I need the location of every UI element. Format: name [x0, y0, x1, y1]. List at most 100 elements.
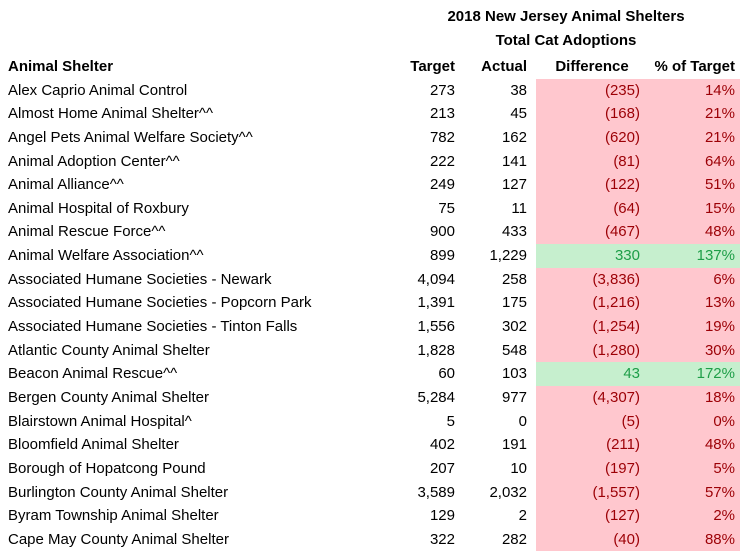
header-target: Target [410, 58, 455, 75]
target-cell: 273 [429, 81, 455, 99]
difference-cell: (168) [536, 102, 645, 126]
difference-cell: 330 [536, 244, 645, 268]
difference-cell: (122) [536, 173, 645, 197]
target-cell: 249 [429, 176, 455, 194]
actual-cell: 282 [501, 530, 527, 548]
table-row: Angel Pets Animal Welfare Society^^ 782 16… [0, 125, 746, 150]
actual-cell: 103 [501, 365, 527, 383]
target-cell: 3,589 [417, 483, 455, 501]
shelter-name: Angel Pets Animal Welfare Society^^ [8, 128, 253, 146]
table-row: Beacon Animal Rescue^^ 60 103 43 172% [0, 362, 746, 386]
table-row: Associated Humane Societies - Newark 4,09… [0, 267, 746, 292]
actual-cell: 191 [501, 436, 527, 454]
target-cell: 402 [429, 436, 455, 454]
difference-cell: (40) [536, 527, 645, 552]
difference-cell: (1,216) [536, 291, 645, 316]
target-cell: 322 [429, 530, 455, 548]
shelter-name: Associated Humane Societies - Newark [8, 270, 272, 288]
target-cell: 4,094 [417, 270, 455, 288]
shelter-name: Associated Humane Societies - Popcorn Pa… [8, 294, 312, 312]
table-row: Animal Hospital of Roxbury 75 11 (64) 15% [0, 196, 746, 221]
pct-of-target-cell: 19% [645, 315, 740, 339]
table-row: Borough of Hopatcong Pound 207 10 (197) 5% [0, 456, 746, 481]
shelter-table: Animal Shelter Target Actual Difference … [0, 55, 746, 552]
actual-cell: 38 [510, 81, 527, 99]
target-cell: 782 [429, 128, 455, 146]
target-cell: 5 [446, 412, 455, 430]
header-pct-of-target: % of Target [654, 58, 735, 75]
difference-cell: (4,307) [536, 385, 645, 410]
difference-cell: (197) [536, 456, 645, 481]
actual-cell: 162 [501, 128, 527, 146]
actual-cell: 548 [501, 341, 527, 359]
target-cell: 1,391 [417, 294, 455, 312]
difference-cell: (1,557) [536, 480, 645, 505]
shelter-name: Animal Welfare Association^^ [8, 247, 204, 265]
difference-cell: (1,280) [536, 338, 645, 363]
difference-cell: (127) [536, 504, 645, 528]
difference-cell: (5) [536, 409, 645, 434]
table-row: Atlantic County Animal Shelter 1,828 548 (1… [0, 338, 746, 363]
difference-cell: (235) [536, 78, 645, 103]
shelter-name: Cape May County Animal Shelter [8, 530, 229, 548]
actual-cell: 0 [518, 412, 527, 430]
pct-of-target-cell: 30% [645, 338, 740, 363]
actual-cell: 2 [518, 507, 527, 525]
shelter-name: Bergen County Animal Shelter [8, 388, 209, 406]
actual-cell: 1,229 [489, 247, 527, 265]
pct-of-target-cell: 13% [645, 291, 740, 316]
table-title: 2018 New Jersey Animal Shelters [447, 8, 685, 25]
actual-cell: 11 [511, 199, 527, 217]
target-cell: 900 [429, 223, 455, 241]
target-cell: 222 [429, 152, 455, 170]
difference-cell: (81) [536, 149, 645, 174]
table-row: Animal Welfare Association^^ 899 1,229 330 1… [0, 244, 746, 268]
pct-of-target-cell: 172% [645, 362, 740, 386]
shelter-name: Alex Caprio Animal Control [8, 81, 188, 99]
shelter-name: Animal Alliance^^ [8, 176, 124, 194]
shelter-name: Bloomfield Animal Shelter [8, 436, 179, 454]
difference-cell: (467) [536, 220, 645, 245]
actual-cell: 433 [501, 223, 527, 241]
difference-cell: 43 [536, 362, 645, 386]
pct-of-target-cell: 6% [645, 267, 740, 292]
pct-of-target-cell: 14% [645, 78, 740, 103]
actual-cell: 141 [501, 152, 527, 170]
shelter-name: Animal Adoption Center^^ [8, 152, 180, 170]
pct-of-target-cell: 88% [645, 527, 740, 552]
table-row: Associated Humane Societies - Popcorn Pa… [0, 291, 746, 316]
pct-of-target-cell: 2% [645, 504, 740, 528]
actual-cell: 977 [501, 388, 527, 406]
shelter-name: Beacon Animal Rescue^^ [8, 365, 178, 383]
target-cell: 129 [429, 507, 455, 525]
table-row: Alex Caprio Animal Control 273 38 (235) 14% [0, 78, 746, 103]
pct-of-target-cell: 21% [645, 125, 740, 150]
shelter-name: Blairstown Animal Hospital^ [8, 412, 192, 430]
header-difference: Difference [555, 58, 629, 75]
table-row: Byram Township Animal Shelter 129 2 (127) 2% [0, 504, 746, 528]
difference-cell: (64) [536, 196, 645, 221]
pct-of-target-cell: 64% [645, 149, 740, 174]
table-row: Bergen County Animal Shelter 5,284 977 (4,3… [0, 385, 746, 410]
shelter-name: Byram Township Animal Shelter [8, 507, 219, 525]
shelter-name: Borough of Hopatcong Pound [8, 459, 206, 477]
actual-cell: 258 [501, 270, 527, 288]
target-cell: 5,284 [417, 388, 455, 406]
table-row: Almost Home Animal Shelter^^ 213 45 (168) 21… [0, 102, 746, 126]
table-row: Animal Alliance^^ 249 127 (122) 51% [0, 173, 746, 197]
header-animal-shelter: Animal Shelter [8, 58, 114, 75]
table-row: Blairstown Animal Hospital^ 5 0 (5) 0% [0, 409, 746, 434]
table-row: Associated Humane Societies - Tinton Fal… [0, 315, 746, 339]
actual-cell: 127 [501, 176, 527, 194]
pct-of-target-cell: 137% [645, 244, 740, 268]
target-cell: 1,556 [417, 318, 455, 336]
shelter-name: Animal Hospital of Roxbury [8, 199, 189, 217]
actual-cell: 10 [510, 459, 527, 477]
table-row: Cape May County Animal Shelter 322 282 (40)… [0, 527, 746, 552]
target-cell: 207 [429, 459, 455, 477]
difference-cell: (620) [536, 125, 645, 150]
difference-cell: (3,836) [536, 267, 645, 292]
header-actual: Actual [481, 58, 527, 75]
table-row: Burlington County Animal Shelter 3,589 2,0… [0, 480, 746, 505]
shelter-name: Animal Rescue Force^^ [8, 223, 166, 241]
